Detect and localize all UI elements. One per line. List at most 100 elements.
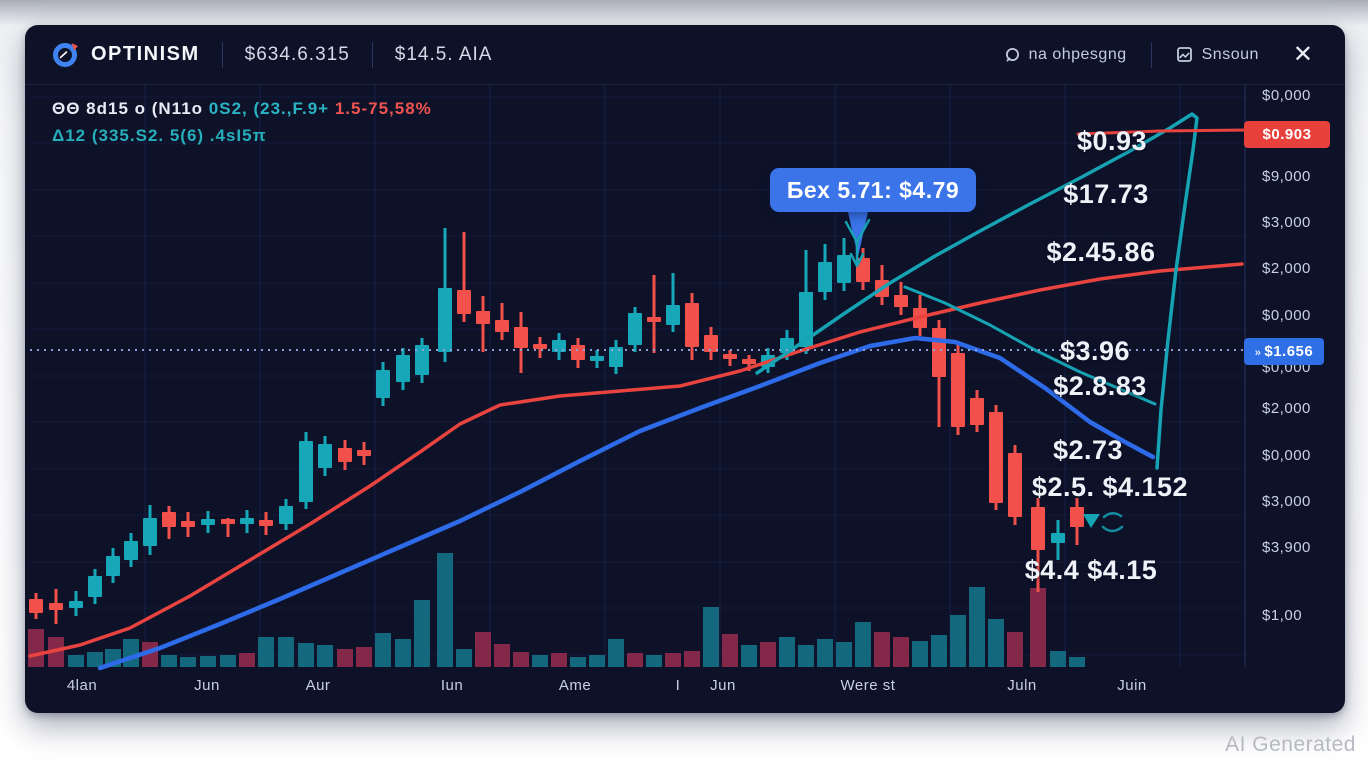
ohlc-highlow: 0S2, (23.,F.9+	[208, 99, 330, 118]
candle-body	[279, 506, 293, 524]
volume-bar	[532, 655, 548, 667]
volume-bar	[278, 637, 294, 667]
volume-bar	[356, 647, 372, 667]
widget-header: OPTINISM $634.6.315 $14.5. AIA na ohpesg…	[25, 25, 1345, 85]
volume-bar	[855, 622, 871, 667]
volume-bar	[912, 641, 928, 667]
chart-tooltip-text: Бex 5.71: $4.79	[786, 177, 960, 203]
candle-body	[376, 370, 390, 398]
volume-bar	[969, 587, 985, 667]
volume-bar	[741, 645, 757, 667]
volume-bar	[893, 637, 909, 667]
volume-bar	[950, 615, 966, 667]
close-button[interactable]: ✕	[1287, 41, 1319, 69]
volume-bar	[627, 653, 643, 667]
volume-bar	[28, 629, 44, 667]
trading-widget: OPTINISM $634.6.315 $14.5. AIA na ohpesg…	[25, 25, 1345, 713]
volume-bar	[375, 633, 391, 667]
volume-bar	[298, 643, 314, 667]
header-price-secondary: $14.5. AIA	[394, 43, 493, 65]
candle-body	[989, 412, 1003, 503]
candle-body	[533, 344, 547, 349]
volume-bar	[239, 653, 255, 667]
candle-body	[704, 335, 718, 352]
candle-body	[1031, 507, 1045, 550]
candle-body	[124, 541, 138, 560]
candle-body	[666, 305, 680, 325]
candle-body	[357, 450, 371, 456]
header-divider	[1150, 41, 1152, 68]
volume-bar	[760, 642, 776, 667]
candle-body	[685, 303, 699, 347]
candle-body	[742, 359, 756, 364]
snapshot-button[interactable]: Snsoun	[1174, 40, 1261, 70]
candle-body	[571, 345, 585, 360]
candle-body	[49, 603, 63, 610]
ai-generated-watermark: AI Generated	[1225, 733, 1356, 756]
snapshot-button-label: Snsoun	[1201, 45, 1259, 63]
price-chart-canvas[interactable]	[25, 25, 1345, 713]
volume-bar	[87, 652, 103, 667]
candle-body	[259, 520, 273, 526]
candle-body	[818, 262, 832, 292]
header-divider	[221, 41, 223, 68]
sell-triangle-marker-icon	[1083, 514, 1100, 528]
volume-bar	[1007, 632, 1023, 667]
chart-tooltip: Бex 5.71: $4.79	[770, 168, 976, 212]
volume-bar	[988, 619, 1004, 667]
candle-body	[457, 290, 471, 314]
header-price-primary: $634.6.315	[244, 43, 350, 65]
candle-body	[396, 355, 410, 382]
volume-bar	[570, 657, 586, 667]
ohlc-readout: ΘΘ 8d15 o (Ν11o 0S2, (23.,F.9+ 1.5-75,58…	[52, 99, 432, 146]
candle-body	[647, 317, 661, 322]
candle-body	[181, 521, 195, 527]
share-button[interactable]: na ohpesgng	[1002, 40, 1129, 70]
volume-bar	[874, 632, 890, 667]
candle-body	[415, 345, 429, 375]
volume-bar	[646, 655, 662, 667]
volume-bar	[722, 634, 738, 667]
volume-bar	[608, 639, 624, 667]
candle-body	[338, 448, 352, 462]
volume-bar	[665, 653, 681, 667]
volume-bar	[258, 637, 274, 667]
candle-body	[609, 347, 623, 367]
volume-bar	[220, 655, 236, 667]
candle-body	[1051, 533, 1065, 543]
candle-body	[106, 556, 120, 576]
last-price-tag-text: $1.656	[1264, 343, 1314, 360]
candle-body	[723, 354, 737, 359]
optimism-logo-icon	[51, 41, 79, 69]
candle-body	[1070, 507, 1084, 527]
volume-bar	[456, 649, 472, 667]
candle-body	[438, 288, 452, 352]
down-arrow-marker-icon	[844, 218, 871, 268]
candle-body	[299, 441, 313, 502]
volume-bar	[798, 645, 814, 667]
candle-body	[476, 311, 490, 324]
candle-body	[162, 512, 176, 527]
volume-bar	[395, 639, 411, 667]
blue-ma-line	[97, 335, 1156, 671]
candle-body	[590, 356, 604, 361]
volume-bar	[437, 553, 453, 667]
teal-trend-spike-line	[755, 112, 1199, 470]
ohlc-open: ΘΘ 8d15 o (Ν11o	[52, 99, 204, 118]
alert-price-tag-text: $0.903	[1262, 126, 1312, 143]
circle-icon	[1004, 47, 1020, 63]
volume-bar	[180, 657, 196, 667]
squiggle-marker-icon	[1101, 512, 1124, 533]
last-price-tag: » $1.656	[1244, 338, 1324, 365]
candle-body	[201, 519, 215, 525]
volume-bar	[317, 645, 333, 667]
volume-bar	[414, 600, 430, 667]
frame-icon	[1176, 46, 1193, 63]
ohlc-line2: Δ12 (335.S2. 5(6) .4sI5π	[52, 126, 267, 145]
candle-body	[514, 327, 528, 348]
volume-bar	[817, 639, 833, 667]
app-title: OPTINISM	[91, 43, 200, 65]
candle-body	[894, 295, 908, 307]
volume-bar	[684, 651, 700, 667]
